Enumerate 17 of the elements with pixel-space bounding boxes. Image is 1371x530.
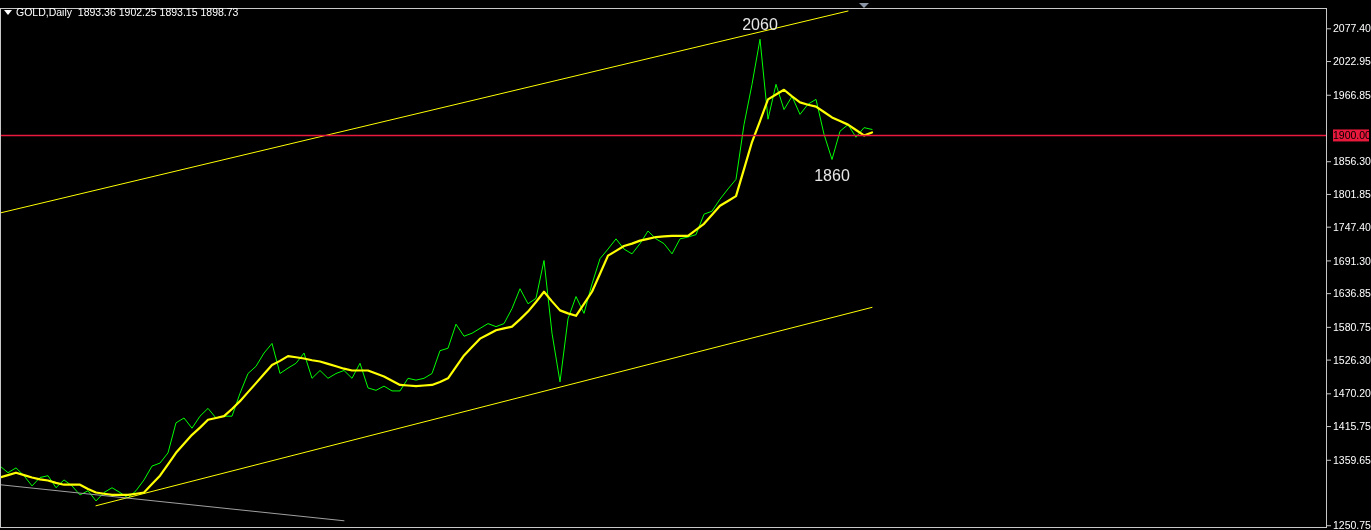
y-tick-label: 1691.30 [1333,254,1371,267]
y-tick-label: 2077.40 [1333,22,1371,35]
y-tick-label: 1359.65 [1333,453,1371,466]
y-tick-label: 1526.30 [1333,353,1371,366]
y-tick-label: 1966.85 [1333,88,1371,101]
y-tick-label: 1415.75 [1333,420,1371,433]
y-tick-label: 1856.30 [1333,155,1371,168]
y-tick-label: 1250.75 [1333,519,1371,530]
y-tick-label: 1801.85 [1333,188,1371,201]
annotation: 1860 [814,167,850,185]
y-tick-label: 1580.75 [1333,321,1371,334]
y-tick-label: 1747.40 [1333,220,1371,233]
y-tick-label: 2022.95 [1333,55,1371,68]
chart-title: GOLD,Daily 1893.36 1902.25 1893.15 1898.73 [16,6,239,18]
y-tick-label: 1636.85 [1333,287,1371,300]
annotation: 2060 [742,16,778,34]
y-tick-label: 1470.20 [1333,387,1371,400]
